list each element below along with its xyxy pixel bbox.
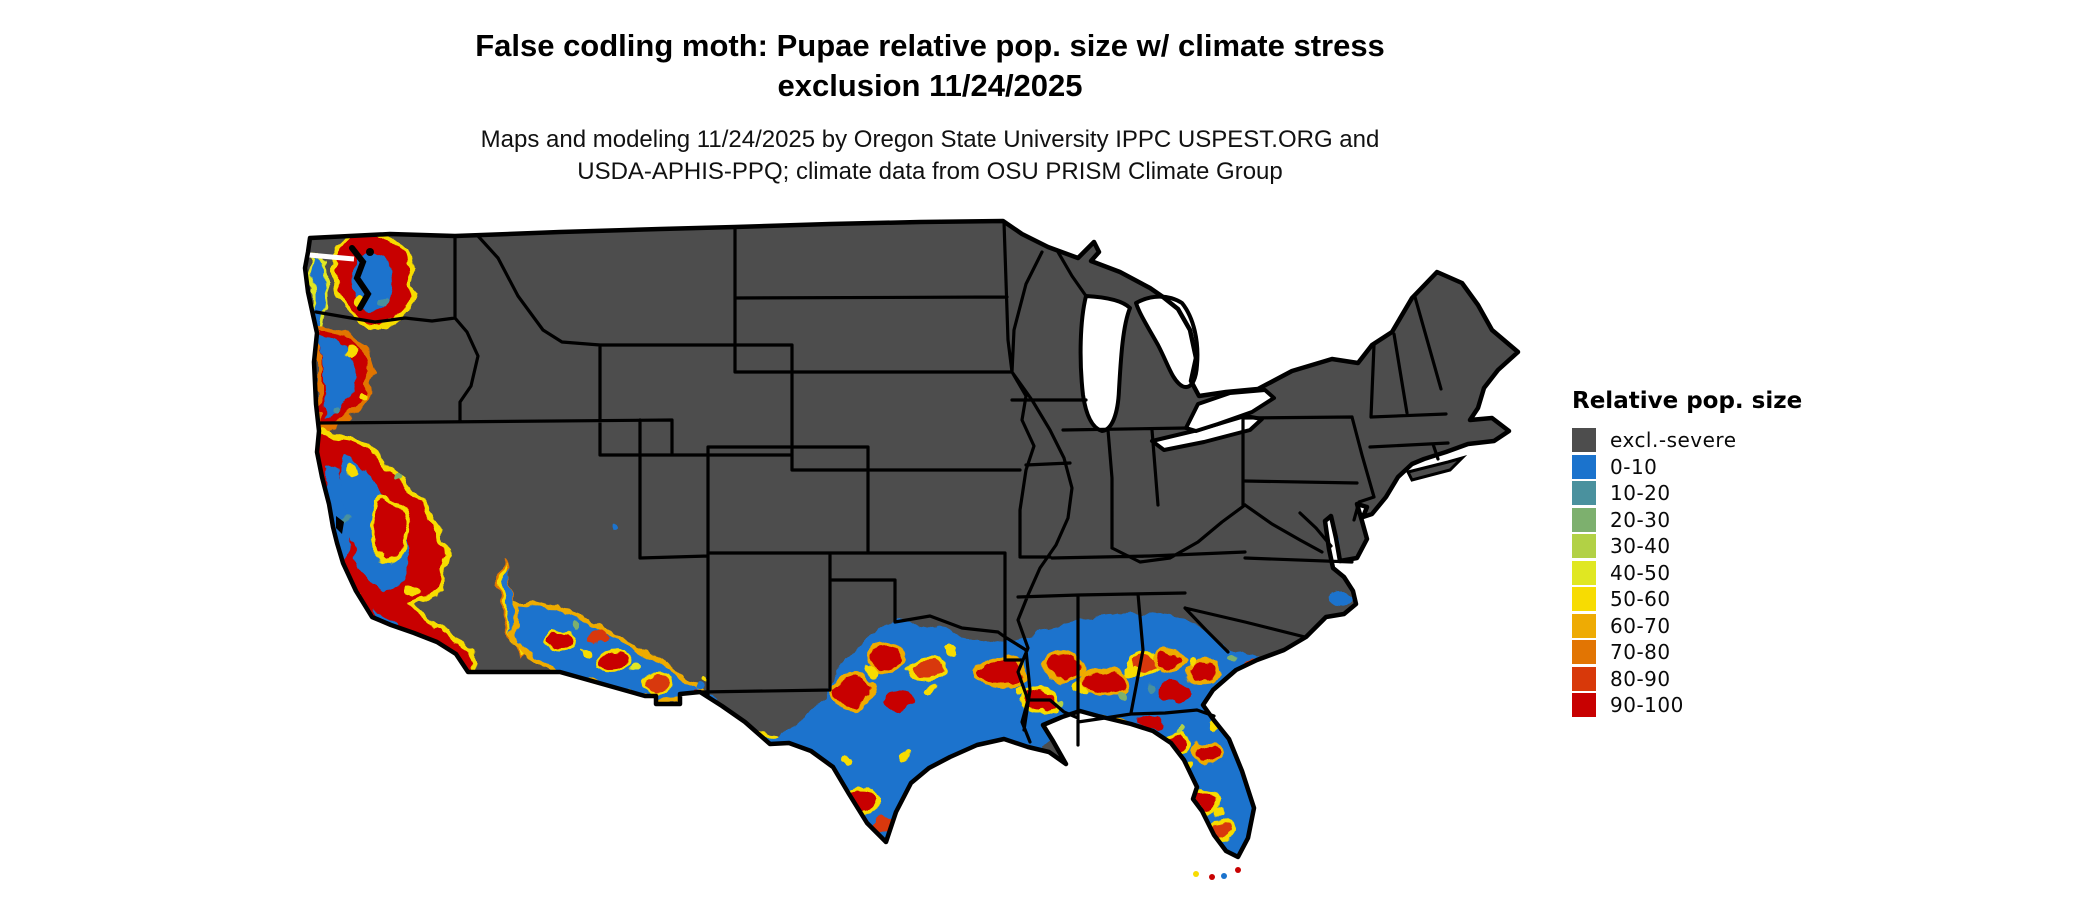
lake-michigan <box>1078 294 1132 433</box>
legend-label: 0-10 <box>1610 454 1658 479</box>
legend-label: excl.-severe <box>1610 428 1737 452</box>
legend-label: 40-50 <box>1610 560 1671 585</box>
legend-color-swatch <box>1572 693 1596 717</box>
legend-item: 60-70 <box>1572 613 1872 638</box>
legend-label: 60-70 <box>1610 613 1671 638</box>
legend-label: 20-30 <box>1610 507 1671 532</box>
us-map-container <box>225 215 1545 892</box>
map-title-line2: exclusion 11/24/2025 <box>777 68 1083 103</box>
legend-item: 50-60 <box>1572 587 1872 611</box>
legend-item: 40-50 <box>1572 560 1872 585</box>
legend-color-swatch <box>1572 534 1596 558</box>
legend-item: 10-20 <box>1572 481 1872 505</box>
us-map <box>297 215 1545 880</box>
map-subtitle: Maps and modeling 11/24/2025 by Oregon S… <box>0 124 1860 188</box>
legend-item: 90-100 <box>1572 693 1872 717</box>
florida-keys-dots <box>1193 867 1241 880</box>
state-borders <box>314 220 1450 747</box>
legend-color-swatch <box>1572 507 1596 532</box>
legend-item: 30-40 <box>1572 534 1872 558</box>
legend-color-swatch <box>1572 560 1596 585</box>
legend-color-swatch <box>1572 640 1596 664</box>
legend-item: 80-90 <box>1572 666 1872 691</box>
legend-label: 30-40 <box>1610 534 1671 558</box>
legend-label: 80-90 <box>1610 666 1671 691</box>
legend-color-swatch <box>1572 454 1596 479</box>
map-title: False codling moth: Pupae relative pop. … <box>0 26 1860 106</box>
long-island <box>1405 454 1468 482</box>
legend-item: excl.-severe <box>1572 428 1872 452</box>
legend-color-swatch <box>1572 613 1596 638</box>
map-subtitle-line2: USDA-APHIS-PPQ; climate data from OSU PR… <box>577 158 1283 185</box>
legend-label: 90-100 <box>1610 693 1684 717</box>
legend: Relative pop. size excl.-severe 0-10 10-20… <box>1572 388 1872 720</box>
legend-item: 20-30 <box>1572 507 1872 532</box>
legend-label: 10-20 <box>1610 481 1671 505</box>
legend-item: 0-10 <box>1572 454 1872 479</box>
map-subtitle-line1: Maps and modeling 11/24/2025 by Oregon S… <box>480 126 1380 153</box>
legend-items: excl.-severe 0-10 10-20 20-30 30-40 40-50 50-6… <box>1572 428 1872 717</box>
legend-label: 70-80 <box>1610 640 1671 664</box>
legend-color-swatch <box>1572 587 1596 611</box>
map-title-line1: False codling moth: Pupae relative pop. … <box>475 28 1385 63</box>
san-francisco-bay <box>336 516 344 534</box>
legend-color-swatch <box>1572 481 1596 505</box>
legend-color-swatch <box>1572 428 1596 452</box>
legend-item: 70-80 <box>1572 640 1872 664</box>
legend-label: 50-60 <box>1610 587 1671 611</box>
legend-title: Relative pop. size <box>1572 388 1803 414</box>
legend-color-swatch <box>1572 666 1596 691</box>
lake-ontario <box>1184 388 1276 433</box>
